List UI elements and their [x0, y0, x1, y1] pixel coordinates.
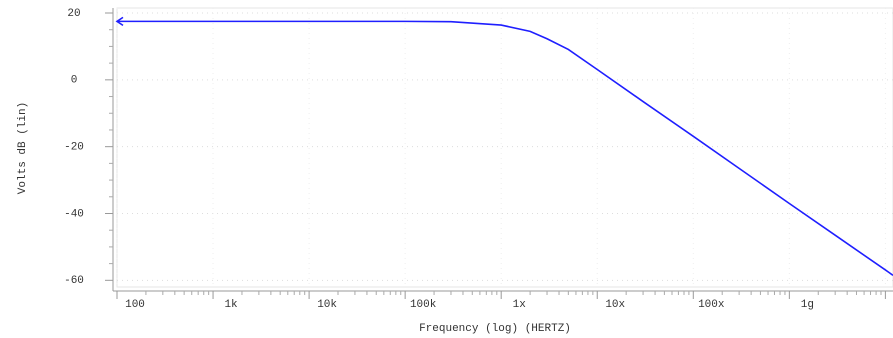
x-tick-label: 1k [224, 299, 238, 311]
x-tick-label: 100k [410, 299, 437, 311]
x-tick-label: 1x [513, 299, 527, 311]
y-tick-label: -60 [64, 275, 84, 287]
x-tick-label: 100 [125, 299, 145, 311]
y-tick-label: -20 [64, 142, 84, 154]
x-tick-label: 1g [801, 299, 814, 311]
data-line [117, 20, 893, 276]
x-tick-label: 10x [605, 299, 625, 311]
y-tick-label: 20 [67, 8, 80, 20]
line-end-arrow [115, 16, 124, 27]
x-axis-label: Frequency (log) (HERTZ) [419, 323, 571, 335]
x-tick-label: 10k [317, 299, 337, 311]
plot-frame [116, 7, 893, 288]
x-tick-label: 100x [698, 299, 725, 311]
y-axis-label: Volts dB (lin) [17, 102, 29, 194]
y-tick-label: 0 [71, 75, 78, 87]
y-tick-label: -40 [64, 208, 84, 220]
